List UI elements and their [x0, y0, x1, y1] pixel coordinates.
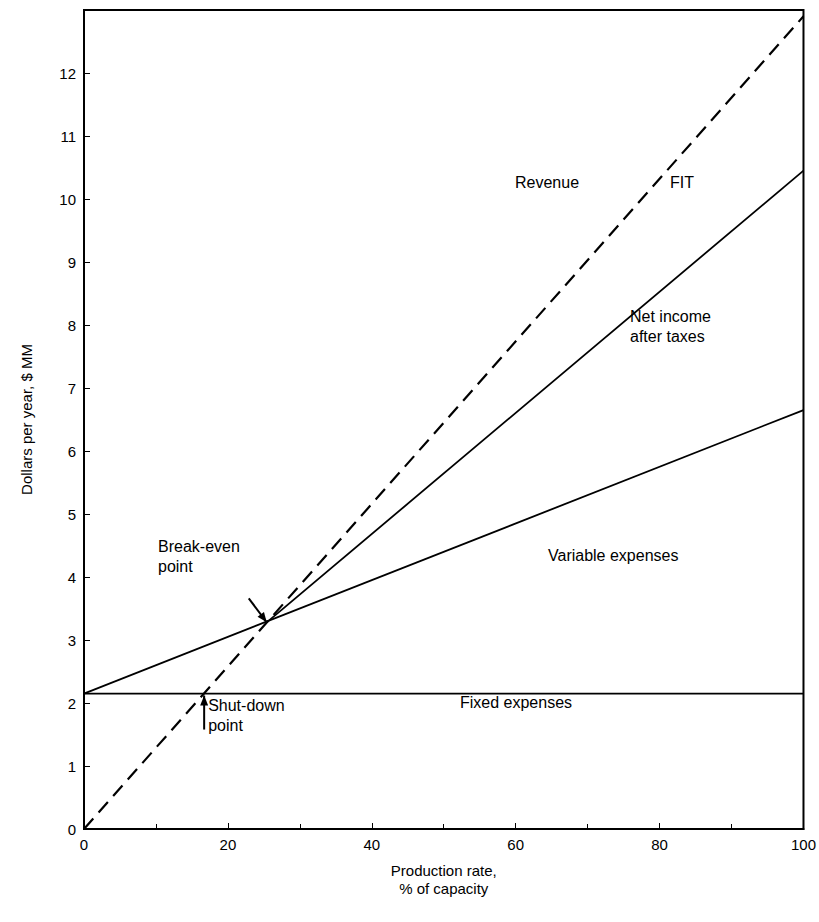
svg-text:60: 60: [507, 836, 524, 853]
svg-text:Break-even: Break-even: [158, 538, 240, 555]
svg-text:11: 11: [60, 128, 76, 145]
svg-text:Production rate,: Production rate,: [391, 862, 497, 879]
svg-text:FIT: FIT: [670, 174, 694, 191]
svg-text:40: 40: [363, 836, 380, 853]
svg-text:9: 9: [68, 254, 76, 271]
svg-text:after taxes: after taxes: [630, 328, 705, 345]
svg-text:point: point: [208, 717, 243, 734]
svg-text:12: 12: [59, 65, 76, 82]
svg-text:2: 2: [68, 695, 76, 712]
svg-text:3: 3: [68, 632, 76, 649]
svg-text:5: 5: [68, 506, 76, 523]
svg-text:Net income: Net income: [630, 308, 711, 325]
svg-text:Revenue: Revenue: [515, 174, 579, 191]
svg-text:100: 100: [791, 836, 816, 853]
svg-text:0: 0: [68, 821, 76, 838]
svg-text:0: 0: [80, 836, 88, 853]
svg-text:8: 8: [68, 317, 76, 334]
svg-text:20: 20: [220, 836, 237, 853]
svg-text:80: 80: [651, 836, 668, 853]
svg-text:Variable expenses: Variable expenses: [548, 547, 678, 564]
svg-text:7: 7: [68, 380, 76, 397]
svg-text:1: 1: [68, 758, 76, 775]
svg-text:% of capacity: % of capacity: [399, 880, 489, 897]
svg-text:point: point: [158, 558, 193, 575]
svg-text:10: 10: [59, 191, 76, 208]
svg-text:Shut-down: Shut-down: [208, 697, 285, 714]
svg-text:6: 6: [68, 443, 76, 460]
svg-text:Dollars per year, $ MM: Dollars per year, $ MM: [18, 344, 35, 495]
svg-text:4: 4: [68, 569, 76, 586]
svg-text:Fixed expenses: Fixed expenses: [460, 694, 572, 711]
